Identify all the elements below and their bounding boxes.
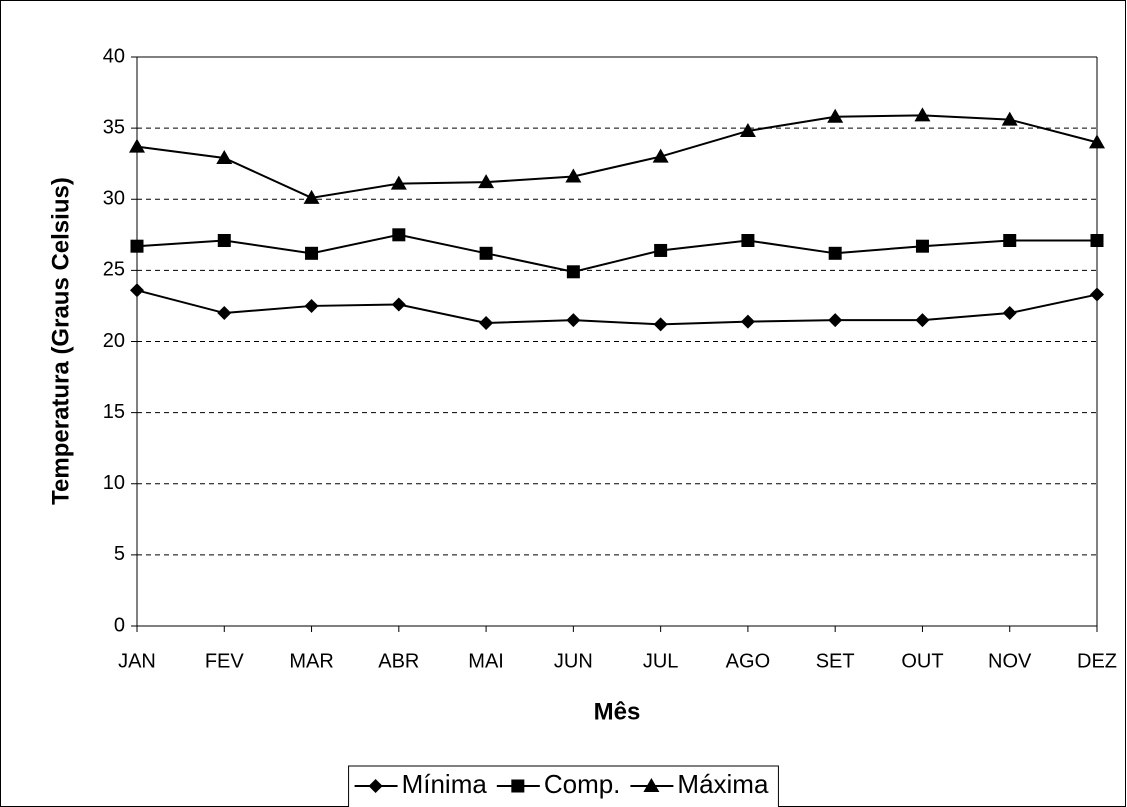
x-tick-label: ABR	[378, 650, 419, 672]
data-point	[1090, 234, 1104, 248]
data-point	[565, 168, 582, 183]
x-tick-label: JUL	[643, 650, 679, 672]
data-point	[216, 149, 233, 164]
data-point	[390, 175, 407, 190]
data-point	[130, 239, 144, 253]
legend-label: Mínima	[402, 769, 488, 799]
data-point	[828, 246, 842, 260]
data-point	[566, 313, 581, 328]
legend: Mínima Comp. Máxima	[348, 765, 779, 807]
data-point	[654, 243, 668, 257]
legend-marker	[511, 779, 525, 793]
data-point	[652, 148, 669, 163]
data-point	[1002, 306, 1017, 321]
y-tick-label: 20	[103, 330, 125, 352]
x-tick-label: MAR	[289, 650, 333, 672]
data-point	[739, 122, 756, 137]
x-tick-label: AGO	[726, 650, 770, 672]
y-tick-label: 25	[103, 259, 125, 281]
data-point	[478, 174, 495, 189]
data-point	[1089, 134, 1105, 149]
data-point	[915, 239, 929, 253]
x-tick-label: JUN	[554, 650, 593, 672]
data-point	[1001, 111, 1018, 126]
data-point	[827, 108, 844, 123]
data-point	[479, 246, 493, 260]
x-tick-label: NOV	[988, 650, 1032, 672]
data-point	[391, 297, 406, 312]
x-tick-label: OUT	[901, 650, 943, 672]
legend-label: Máxima	[677, 769, 769, 799]
data-point	[304, 298, 319, 313]
data-point	[129, 138, 145, 153]
series-line	[136, 233, 1097, 273]
data-point	[915, 313, 930, 328]
y-tick-label: 40	[103, 45, 125, 67]
series-line	[136, 114, 1098, 199]
y-axis-title: Temperatura (Graus Celsius)	[47, 177, 74, 505]
y-tick-label: 35	[103, 116, 125, 138]
data-point	[741, 234, 755, 248]
data-point	[303, 189, 320, 204]
legend-label: Comp.	[544, 769, 621, 799]
data-point	[392, 228, 406, 242]
data-point	[305, 246, 319, 260]
y-tick-label: 0	[114, 614, 125, 636]
x-tick-label: SET	[816, 650, 855, 672]
data-point	[914, 107, 931, 122]
x-tick-label: MAI	[468, 650, 504, 672]
x-tick-label: JAN	[118, 650, 156, 672]
legend-marker	[643, 778, 660, 792]
x-axis-title: Mês	[594, 698, 641, 725]
data-point	[653, 317, 668, 332]
data-point	[479, 316, 494, 331]
legend-box	[348, 765, 779, 807]
x-tick-label: DEZ	[1077, 650, 1117, 672]
legend-marker	[368, 779, 383, 793]
y-tick-label: 30	[103, 188, 125, 210]
data-point	[566, 265, 580, 279]
data-point	[1090, 287, 1104, 302]
data-point	[217, 306, 232, 321]
data-point	[828, 313, 843, 328]
series-line	[136, 289, 1098, 326]
data-point	[217, 234, 231, 248]
x-tick-label: FEV	[205, 650, 245, 672]
data-point	[1003, 234, 1017, 248]
y-tick-label: 15	[103, 401, 125, 423]
y-tick-label: 10	[103, 472, 125, 494]
data-point	[740, 314, 755, 329]
data-point	[130, 283, 144, 298]
y-tick-label: 5	[114, 543, 125, 565]
